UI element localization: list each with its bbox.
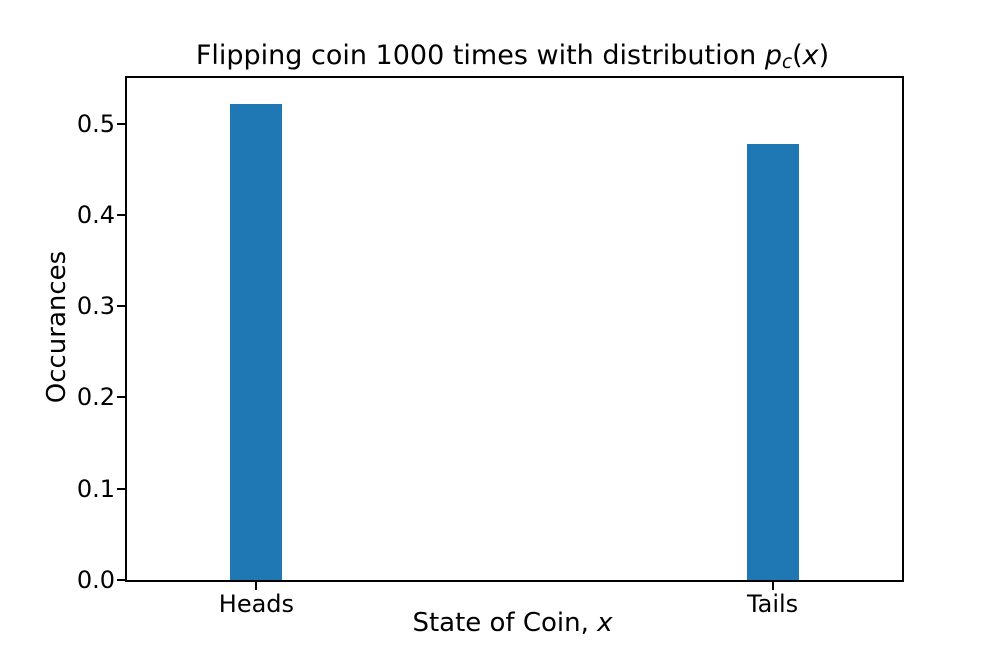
chart-title: Flipping coin 1000 times with distributi…: [125, 40, 900, 74]
y-tick-label: 0.2: [76, 383, 115, 412]
y-tick-mark: [117, 213, 125, 216]
bar-heads: [230, 103, 283, 580]
math-p: p: [764, 40, 782, 71]
plot-area: 0.0 0.1 0.2 0.3 0.4 0.5 Heads Tails: [77, 76, 904, 618]
x-tick-mark: [771, 582, 774, 590]
y-tick-label: 0.5: [76, 109, 115, 138]
y-tick-mark: [117, 305, 125, 308]
y-tick-mark: [117, 122, 125, 125]
x-tick-label-tails: Tails: [746, 590, 799, 618]
y-tick-mark: [117, 487, 125, 490]
math-paren-close: ): [818, 40, 830, 71]
x-axis-label-text: State of Coin,: [412, 608, 598, 638]
x-tick-label-heads: Heads: [218, 590, 295, 618]
math-subscript-c: c: [781, 52, 793, 74]
x-tick-mark: [255, 582, 258, 590]
math-x-axis-var: x: [597, 608, 613, 638]
y-tick-label: 0.4: [76, 200, 115, 229]
y-tick-mark: [117, 396, 125, 399]
y-tick-label: 0.3: [76, 292, 115, 321]
y-tick-label: 0.0: [76, 566, 115, 594]
chart-title-text: Flipping coin 1000 times with distributi…: [195, 40, 765, 71]
math-paren-open: (: [792, 40, 803, 71]
y-tick-label: 0.1: [76, 474, 115, 503]
math-x: x: [802, 40, 819, 71]
x-axis-label: State of Coin, x: [125, 608, 900, 638]
bar-tails: [746, 143, 799, 580]
y-tick-mark: [117, 579, 125, 581]
y-axis-label: Occurances: [42, 250, 72, 404]
